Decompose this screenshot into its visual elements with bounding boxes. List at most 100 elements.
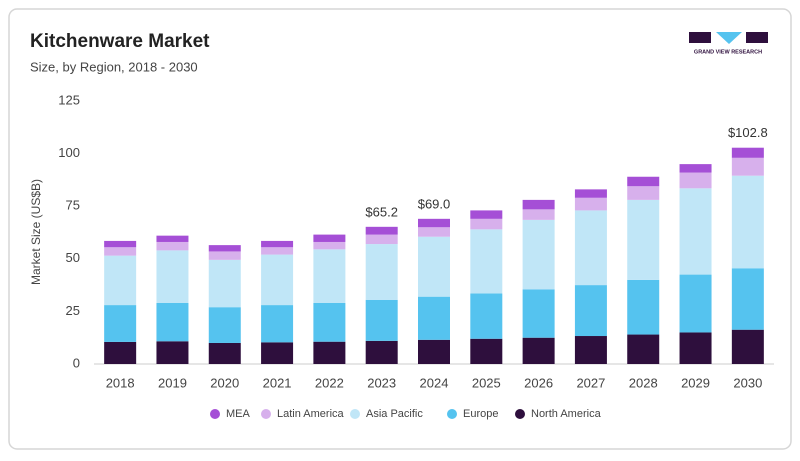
bar-segment: [208, 245, 241, 252]
legend-swatch: [350, 409, 360, 419]
bar-segment: [365, 226, 398, 235]
bar-segment: [731, 147, 764, 158]
bar-segment: [208, 307, 241, 343]
chart-subtitle: Size, by Region, 2018 - 2030: [30, 59, 198, 74]
bar-segment: [365, 340, 398, 364]
bar-segment: [365, 234, 398, 245]
bar-segment: [261, 254, 294, 306]
bar-segment: [574, 210, 607, 286]
legend-label: Latin America: [277, 408, 345, 420]
legend-swatch: [447, 409, 457, 419]
x-tick-label: 2028: [629, 375, 658, 390]
bar-segment: [208, 342, 241, 364]
bar-segment: [679, 274, 712, 333]
bar-segment: [418, 236, 450, 297]
y-tick-label: 75: [66, 198, 80, 213]
legend-label: North America: [531, 408, 602, 420]
bar-segment: [261, 240, 294, 248]
bar-segment: [208, 251, 241, 260]
bar-segment: [731, 175, 764, 269]
bar-segment: [156, 250, 189, 303]
bar-segment: [627, 186, 660, 200]
legend-item: Latin America: [261, 408, 345, 420]
bar-segment: [522, 337, 555, 364]
bar-segment: [313, 234, 346, 242]
total-label: $69.0: [418, 196, 451, 211]
bar-segment: [104, 255, 137, 306]
bar-segment: [261, 305, 294, 343]
bar-segment: [156, 302, 189, 342]
y-tick-label: 25: [66, 303, 80, 318]
bar-segment: [522, 209, 555, 220]
bar-segment: [522, 219, 555, 290]
x-tick-label: 2020: [210, 375, 239, 390]
bar-segment: [679, 188, 712, 275]
bar-segment: [418, 227, 450, 237]
legend-label: Asia Pacific: [366, 408, 423, 420]
bar-segment: [470, 218, 503, 230]
y-tick-label: 100: [58, 145, 80, 160]
bar-segment: [731, 268, 764, 330]
legend-swatch: [261, 409, 271, 419]
bar-segment: [522, 199, 555, 210]
bar-segment: [313, 241, 346, 250]
legend-item: North America: [515, 408, 602, 420]
legend-swatch: [210, 409, 220, 419]
legend-item: Asia Pacific: [350, 408, 423, 420]
bar-segment: [731, 157, 764, 176]
bar-segment: [574, 336, 607, 364]
bar-segment: [365, 299, 398, 341]
brand-name: GRAND VIEW RESEARCH: [694, 49, 762, 55]
legend-swatch: [515, 409, 525, 419]
bar-segment: [574, 197, 607, 211]
bar-segment: [313, 341, 346, 364]
bar-segment: [156, 241, 189, 251]
x-tick-label: 2022: [315, 375, 344, 390]
y-tick-label: 0: [73, 355, 80, 370]
x-tick-label: 2026: [524, 375, 553, 390]
bar-segment: [261, 247, 294, 255]
bar-segment: [627, 199, 660, 280]
bar-segment: [522, 289, 555, 338]
bar-segment: [731, 329, 764, 364]
bar-segment: [104, 305, 137, 342]
legend-item: Europe: [447, 408, 498, 420]
bar-segment: [156, 341, 189, 364]
legend-label: Europe: [463, 408, 498, 420]
x-tick-label: 2029: [681, 375, 710, 390]
bar-segment: [313, 249, 346, 303]
bar-segment: [418, 296, 450, 340]
bar-segment: [156, 235, 189, 242]
total-label: $65.2: [365, 204, 398, 219]
bar-segment: [104, 341, 137, 364]
brand-logo: GRAND VIEW RESEARCH: [689, 32, 768, 55]
x-tick-label: 2030: [733, 375, 762, 390]
x-tick-label: 2021: [263, 375, 292, 390]
bar-segment: [627, 176, 660, 187]
bar-segment: [104, 247, 137, 256]
bar-segment: [470, 293, 503, 339]
chart-title: Kitchenware Market: [30, 31, 210, 52]
y-tick-label: 125: [58, 92, 80, 107]
bar-segment: [104, 240, 137, 248]
bar-segment: [470, 338, 503, 364]
x-tick-label: 2025: [472, 375, 501, 390]
total-label: $102.8: [728, 125, 768, 140]
y-axis-title: Market Size (US$B): [29, 179, 43, 285]
bar-segment: [679, 164, 712, 173]
bar-segment: [208, 259, 241, 308]
x-tick-label: 2024: [420, 375, 449, 390]
bar-segment: [679, 332, 712, 364]
bar-segment: [313, 302, 346, 342]
bar-segment: [418, 339, 450, 364]
x-tick-label: 2023: [367, 375, 396, 390]
legend-item: MEA: [210, 408, 251, 420]
x-tick-label: 2027: [576, 375, 605, 390]
bar-segment: [574, 285, 607, 337]
x-tick-label: 2018: [106, 375, 135, 390]
bar-segment: [470, 229, 503, 294]
y-tick-label: 50: [66, 250, 80, 265]
bar-segment: [365, 244, 398, 300]
bar-segment: [574, 189, 607, 198]
